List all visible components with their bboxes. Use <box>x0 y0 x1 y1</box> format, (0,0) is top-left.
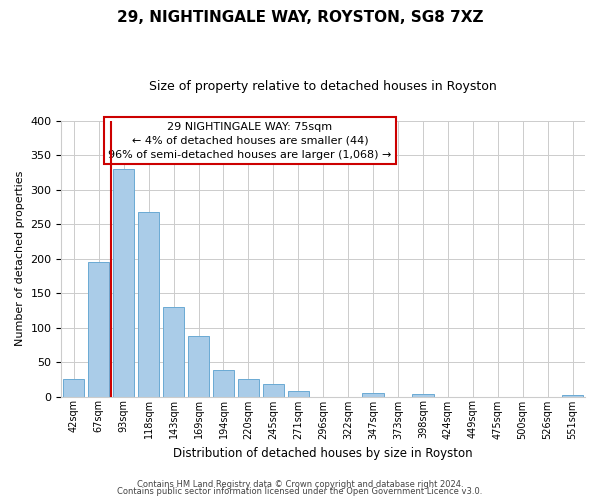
Bar <box>287 391 309 396</box>
Bar <box>88 262 109 396</box>
Bar <box>188 336 209 396</box>
Title: Size of property relative to detached houses in Royston: Size of property relative to detached ho… <box>149 80 497 93</box>
Y-axis label: Number of detached properties: Number of detached properties <box>15 171 25 346</box>
Bar <box>113 169 134 396</box>
Text: 29 NIGHTINGALE WAY: 75sqm
← 4% of detached houses are smaller (44)
96% of semi-d: 29 NIGHTINGALE WAY: 75sqm ← 4% of detach… <box>108 122 392 160</box>
Bar <box>213 370 234 396</box>
Text: Contains HM Land Registry data © Crown copyright and database right 2024.: Contains HM Land Registry data © Crown c… <box>137 480 463 489</box>
Bar <box>362 393 383 396</box>
Bar <box>163 307 184 396</box>
Bar <box>412 394 434 396</box>
Text: 29, NIGHTINGALE WAY, ROYSTON, SG8 7XZ: 29, NIGHTINGALE WAY, ROYSTON, SG8 7XZ <box>117 10 483 25</box>
Bar <box>138 212 159 396</box>
Bar <box>238 378 259 396</box>
X-axis label: Distribution of detached houses by size in Royston: Distribution of detached houses by size … <box>173 447 473 460</box>
Text: Contains public sector information licensed under the Open Government Licence v3: Contains public sector information licen… <box>118 487 482 496</box>
Bar <box>562 395 583 396</box>
Bar <box>63 380 85 396</box>
Bar <box>263 384 284 396</box>
